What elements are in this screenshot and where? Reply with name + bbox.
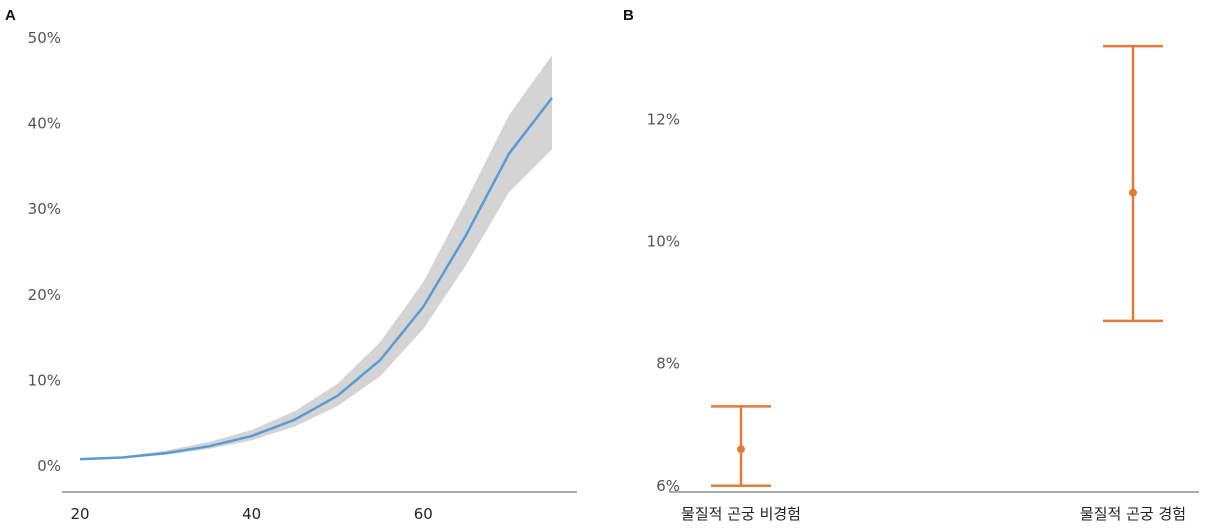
- y-tick-label: 8%: [656, 355, 680, 373]
- panel-a-x-ticks: 20 40 60: [70, 505, 432, 523]
- y-tick-label: 0%: [37, 457, 61, 475]
- y-tick-label: 40%: [28, 115, 61, 133]
- panel-b-label: B: [623, 7, 634, 24]
- x-tick-label: 60: [414, 505, 433, 523]
- error-bar-group: [1103, 44, 1163, 323]
- category-label: 물질적 곤궁 비경험: [681, 505, 801, 523]
- panel-a-label: A: [5, 7, 16, 24]
- x-tick-label: 20: [70, 505, 89, 523]
- y-tick-label: 10%: [647, 233, 680, 251]
- confidence-band: [80, 55, 552, 461]
- panel-b: B 6% 8% 10% 12% 물질적 곤궁 비경험 물질적 곤궁 경험: [623, 7, 1199, 523]
- x-tick-label: 40: [242, 505, 261, 523]
- y-tick-label: 30%: [28, 200, 61, 218]
- point-estimate-marker: [1129, 188, 1137, 197]
- y-tick-label: 20%: [28, 286, 61, 304]
- panel-a-y-ticks: 0% 10% 20% 30% 40% 50%: [28, 29, 61, 475]
- y-tick-label: 50%: [28, 29, 61, 47]
- trend-line: [79, 97, 553, 461]
- point-estimate-marker: [737, 445, 745, 454]
- category-label: 물질적 곤궁 경험: [1080, 505, 1186, 523]
- error-bar-group: [711, 405, 771, 488]
- panel-b-category-labels: 물질적 곤궁 비경험 물질적 곤궁 경험: [681, 505, 1186, 523]
- y-tick-label: 10%: [28, 371, 61, 389]
- panel-a: A 0% 10% 20% 30% 40% 50% 20 40 60: [5, 7, 577, 523]
- panel-b-error-bars: [711, 44, 1163, 488]
- y-tick-label: 6%: [656, 477, 680, 495]
- y-tick-label: 12%: [647, 110, 680, 128]
- panel-b-y-ticks: 6% 8% 10% 12%: [647, 110, 680, 494]
